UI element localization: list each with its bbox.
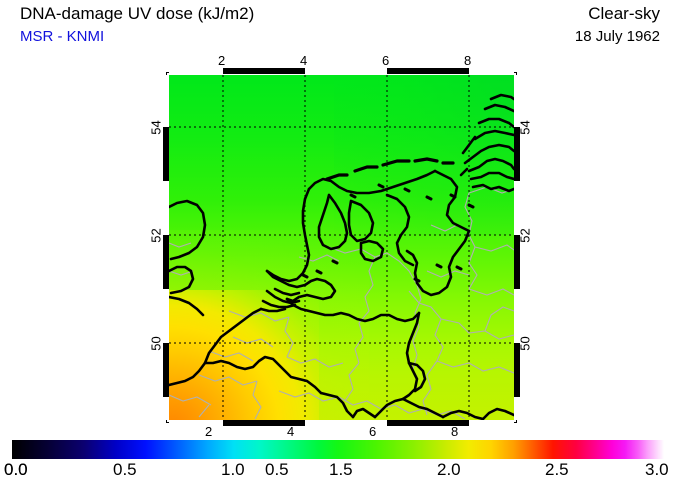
axis-right-seg-3 [514,289,520,343]
axis-left-tick-label: 52 [148,228,164,243]
axis-top-tick-label: 2 [218,53,226,68]
axis-left-seg-1 [163,75,169,127]
axis-left-seg-2 [163,181,169,235]
colorbar-tick-label-4: 2.0 [437,460,461,479]
axis-bottom-tick-label: 8 [451,424,459,439]
date-label: 18 July 1962 [574,28,660,45]
colorbar-tick-label-0: 0.0 [4,460,28,479]
axis-top-tick-label: 4 [300,53,308,68]
axis-top-seg-3 [469,68,514,74]
map-plot-area[interactable] [169,75,514,420]
axis-left-tick-label: 50 [148,336,164,351]
page-title: DNA-damage UV dose (kJ/m2) [20,4,255,23]
axis-left [163,75,169,420]
axis-left-tick-label: 54 [148,120,164,135]
data-source-label: MSR - KNMI [20,28,105,45]
coastline-and-country-borders [169,93,514,420]
axis-bottom-seg-3 [469,420,514,426]
axis-top-seg-1 [169,68,223,74]
colorbar-container: 0.0 0.5 1.0 [4,440,664,479]
colorbar-tick-label: 0.0 [4,460,28,479]
colorbar-gradient [12,440,664,459]
axis-bottom-seg-1 [169,420,223,426]
axis-bottom-tick-label: 2 [205,424,213,439]
axis-right-tick-label: 54 [517,120,533,135]
sky-condition-label: Clear-sky [588,4,660,23]
colorbar-tick-label: 0.5 [265,460,289,479]
axis-top-tick-label: 6 [382,53,390,68]
colorbar-tick-label-6: 3.0 [645,460,669,479]
axis-right-tick-label: 52 [517,228,533,243]
axis-left-seg-4 [163,397,169,420]
colorbar-tick-label-1: 0.5 [113,460,137,479]
axis-right-tick-label: 50 [517,336,533,351]
axis-right-seg-1 [514,75,520,127]
axis-right-seg-2 [514,181,520,235]
axis-bottom-tick-label: 4 [287,424,295,439]
graticule-gridlines [169,75,514,420]
colorbar-tick-label-2: 1.0 [221,460,245,479]
colorbar-labels-row: 0.0 0.5 1.0 1.5 2.0 2.5 3.0 [0,460,676,480]
axis-left-seg-3 [163,289,169,343]
axis-right-seg-4 [514,397,520,420]
axis-top-seg-2 [305,68,387,74]
axis-top-tick-label: 8 [464,53,472,68]
axis-right [514,75,520,420]
colorbar-tick-label-3: 1.5 [329,460,353,479]
colorbar-tick-label-5: 2.5 [545,460,569,479]
axis-bottom-seg-2 [305,420,387,426]
map-overlay [169,75,514,420]
axis-bottom-tick-label: 6 [369,424,377,439]
admin-borders [169,186,514,420]
